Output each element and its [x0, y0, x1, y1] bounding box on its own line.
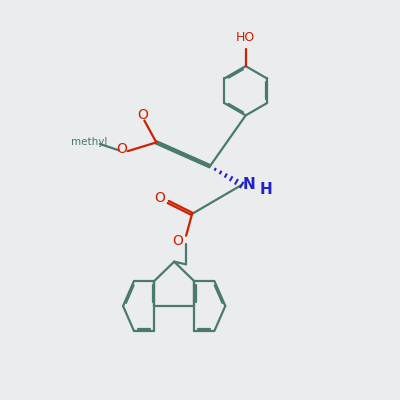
Text: methyl: methyl: [70, 137, 107, 147]
Text: O: O: [172, 234, 183, 248]
Text: O: O: [116, 142, 127, 156]
Text: HO: HO: [236, 31, 255, 44]
Text: O: O: [154, 191, 165, 205]
Text: H: H: [260, 182, 273, 197]
Text: N: N: [242, 177, 255, 192]
Text: O: O: [137, 108, 148, 122]
